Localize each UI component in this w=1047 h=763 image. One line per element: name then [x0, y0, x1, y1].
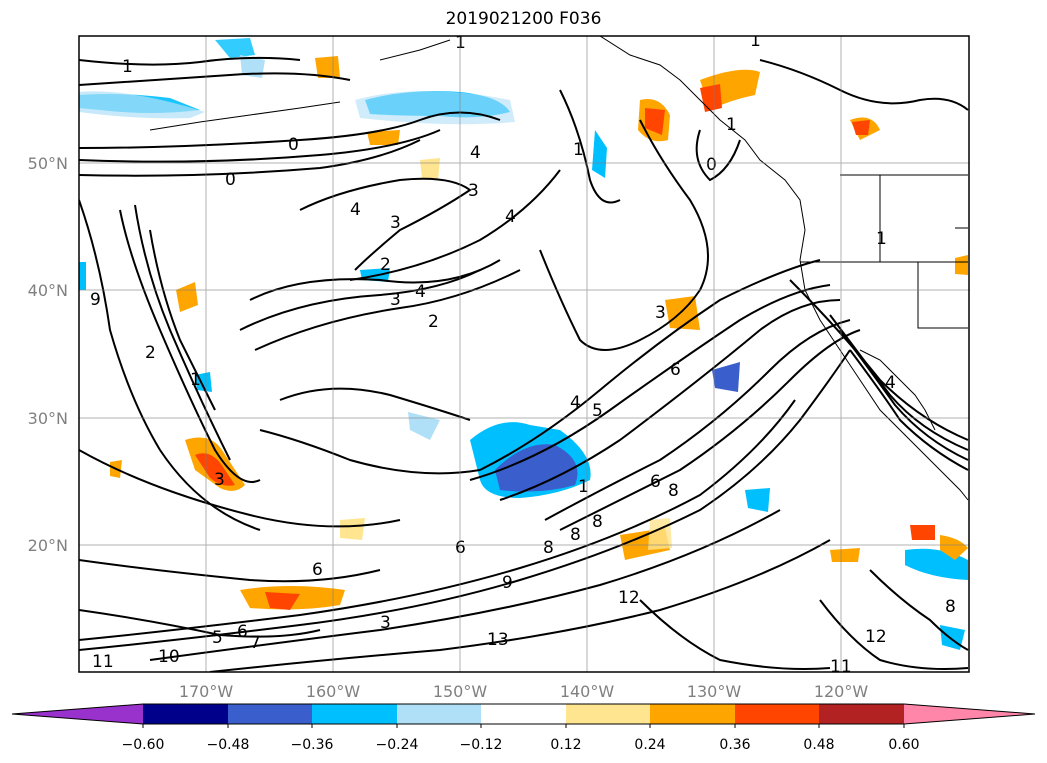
contour-label: 1	[573, 140, 584, 160]
lon-label: 140°W	[560, 682, 615, 701]
contour-label: 0	[288, 135, 299, 155]
contour-label: 2	[428, 312, 439, 332]
colorbar-tick-label: 0.48	[803, 737, 834, 753]
contour-label: 9	[90, 290, 101, 310]
colorbar-segment	[397, 704, 481, 724]
contour-label: 3	[214, 470, 225, 490]
contour-label: 3	[380, 613, 391, 633]
coastlines	[149, 36, 969, 501]
contour-label: 3	[390, 290, 401, 310]
lat-label: 50°N	[28, 154, 68, 173]
lat-label: 40°N	[28, 281, 68, 300]
contour-label: 0	[225, 170, 236, 190]
contour-label: 1	[750, 31, 761, 51]
contour-label: 4	[415, 282, 426, 302]
contour-label: 1	[190, 370, 201, 390]
lon-label: 150°W	[433, 682, 488, 701]
shaded-anomaly-regions	[79, 38, 968, 650]
contour-label: 2	[380, 255, 391, 275]
colorbar-segment	[312, 704, 397, 724]
colorbar-tick-label: 0.36	[719, 737, 750, 753]
contour-label: 12	[865, 627, 887, 647]
contour-label: 8	[543, 538, 554, 558]
contour-label: 3	[390, 213, 401, 233]
contour-label: 1	[578, 477, 589, 497]
contour-label: 4	[570, 393, 581, 413]
lon-label: 160°W	[306, 682, 361, 701]
contour-label: 10	[158, 647, 180, 667]
contour-label: 11	[92, 652, 114, 672]
colorbar-tick-label: 0.60	[888, 737, 919, 753]
contour-label: 13	[487, 630, 509, 650]
colorbar-segment	[650, 704, 735, 724]
map-frame	[78, 35, 970, 673]
contour-label: 4	[470, 143, 481, 163]
lon-label: 130°W	[687, 682, 742, 701]
contour-label: 0	[706, 155, 717, 175]
colorbar-segment	[566, 704, 650, 724]
contour-label: 6	[650, 472, 661, 492]
longitude-labels: 170°W 160°W 150°W 140°W 130°W 120°W	[179, 682, 869, 701]
lat-label: 20°N	[28, 536, 68, 555]
colorbar-tick-label: −0.12	[460, 737, 503, 753]
contour-label: 1	[876, 229, 887, 249]
contour-label: 4	[505, 207, 516, 227]
colorbar-tick-label: 0.24	[634, 737, 665, 753]
lon-label: 170°W	[179, 682, 234, 701]
contour-label: 5	[592, 401, 603, 421]
contour-label: 4	[350, 200, 361, 220]
contour-label: 4	[885, 373, 896, 393]
contour-label: 8	[592, 512, 603, 532]
contour-label: 7	[250, 633, 261, 653]
contour-label: 3	[468, 181, 479, 201]
contour-label: 6	[237, 622, 248, 642]
contour-label: 9	[502, 573, 513, 593]
contour-label: 1	[726, 115, 737, 135]
graticule	[79, 36, 969, 672]
colorbar-tick-labels: −0.60 −0.48 −0.36 −0.24 −0.12 0.12 0.24 …	[122, 737, 920, 753]
contour-label-group: 1 1 0 0 4 3 4 4 3 2 3 4 2 1 1 0 1 1 9 2 …	[90, 31, 956, 672]
colorbar-tick-label: −0.60	[122, 737, 165, 753]
contour-label: 8	[945, 597, 956, 617]
contour-label: 8	[570, 525, 581, 545]
contour-label: 12	[618, 588, 640, 608]
colorbar-tick-label: −0.36	[291, 737, 334, 753]
latitude-labels: 50°N 40°N 30°N 20°N	[28, 154, 68, 555]
contour-label: 1	[122, 57, 133, 77]
contour-label: 8	[668, 481, 679, 501]
colorbar-segment	[904, 704, 1035, 724]
colorbar-segment	[481, 704, 566, 724]
contour-lines	[79, 56, 969, 672]
colorbar-tick-label: 0.12	[550, 737, 581, 753]
map-title: 2019021200 F036	[445, 9, 602, 29]
contour-label: 5	[212, 628, 223, 648]
contour-label: 2	[145, 343, 156, 363]
contour-label: 6	[670, 360, 681, 380]
colorbar-tick-label: −0.24	[376, 737, 419, 753]
contour-label: 6	[312, 560, 323, 580]
colorbar-segment	[735, 704, 819, 724]
lon-label: 120°W	[814, 682, 869, 701]
colorbar	[11, 703, 1036, 728]
colorbar-tick-label: −0.48	[207, 737, 250, 753]
colorbar-segment	[12, 704, 143, 724]
contour-label: 3	[655, 303, 666, 323]
colorbar-segment	[819, 704, 904, 724]
colorbar-segment	[228, 704, 312, 724]
lat-label: 30°N	[28, 409, 68, 428]
colorbar-segment	[143, 704, 228, 724]
